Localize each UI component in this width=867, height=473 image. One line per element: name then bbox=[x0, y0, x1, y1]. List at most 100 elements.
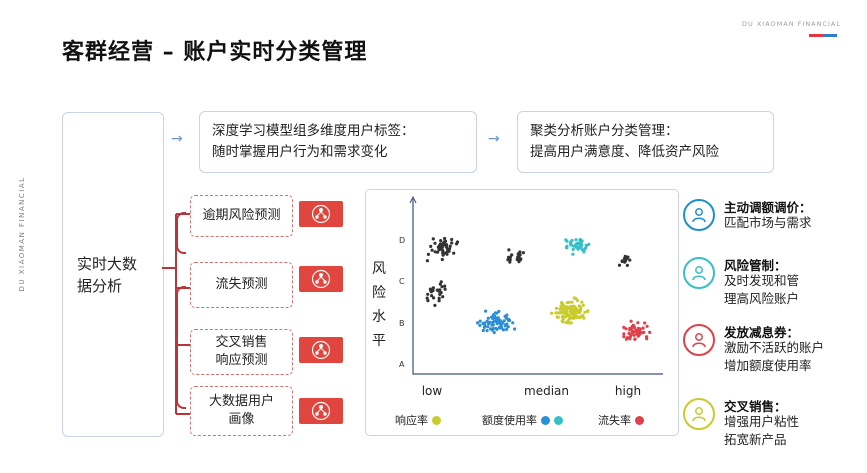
task-overdue-risk: 逾期风险预测 bbox=[190, 195, 293, 237]
action-title: 交叉销售： bbox=[724, 399, 787, 414]
scatter-point bbox=[556, 311, 560, 315]
legend-label: 额度使用率 bbox=[482, 414, 537, 427]
scatter-point bbox=[497, 326, 501, 330]
chart-axes bbox=[412, 199, 663, 375]
scatter-point bbox=[491, 317, 495, 321]
scatter-point bbox=[486, 316, 490, 320]
scatter-point bbox=[497, 309, 501, 313]
scatter-point bbox=[582, 248, 586, 252]
scatter-point bbox=[433, 241, 437, 245]
scatter-point bbox=[561, 314, 565, 318]
scatter-point bbox=[572, 316, 576, 321]
scatter-point bbox=[560, 300, 564, 305]
scatter-point bbox=[565, 244, 569, 248]
task-cross-sell: 交叉销售 响应预测 bbox=[190, 329, 293, 375]
scatter-point bbox=[556, 315, 560, 319]
scatter-point bbox=[438, 282, 442, 286]
scatter-point bbox=[624, 256, 628, 260]
scatter-point bbox=[620, 259, 624, 264]
scatter-point bbox=[431, 286, 435, 290]
coupon-user-icon bbox=[683, 324, 715, 356]
scatter-point bbox=[575, 308, 579, 312]
adjust-user-icon bbox=[683, 199, 715, 231]
scatter-point bbox=[624, 337, 628, 341]
y-tick-label: A bbox=[399, 359, 405, 369]
realtime-analysis-label: 实时大数据分析 bbox=[77, 254, 138, 295]
scatter-point bbox=[431, 237, 435, 241]
action-description: 激励不活跃的账户 增加额度使用率 bbox=[724, 339, 824, 375]
scatter-point bbox=[570, 300, 574, 304]
cluster-network-icon bbox=[299, 266, 343, 292]
scatter-point bbox=[482, 325, 486, 329]
task-user-profile: 大数据用户 画像 bbox=[190, 386, 293, 436]
scatter-point bbox=[426, 299, 430, 303]
scatter-point bbox=[587, 242, 591, 246]
clustering-line2: 提高用户满意度、降低资产风险 bbox=[530, 144, 719, 160]
scatter-point bbox=[486, 325, 490, 329]
scatter-point bbox=[617, 263, 622, 267]
scatter-point bbox=[573, 313, 577, 317]
scatter-point bbox=[641, 326, 645, 330]
scatter-point bbox=[505, 313, 509, 317]
scatter-point bbox=[631, 331, 635, 335]
scatter-point bbox=[565, 301, 569, 305]
action-description-line: 拓宽新产品 bbox=[724, 432, 787, 447]
action-title: 发放减息券： bbox=[724, 325, 800, 340]
y-tick-label: C bbox=[399, 277, 405, 287]
legend-label: 响应率 bbox=[395, 414, 428, 427]
action-description: 匹配市场与需求 bbox=[724, 214, 812, 232]
scatter-point bbox=[571, 247, 575, 251]
scatter-point bbox=[569, 321, 573, 325]
scatter-point bbox=[628, 258, 632, 262]
scatter-point bbox=[636, 327, 640, 331]
scatter-point bbox=[433, 303, 437, 307]
scatter-point bbox=[558, 311, 562, 315]
scatter-point bbox=[579, 307, 583, 311]
scatter-point bbox=[622, 332, 626, 336]
clustering-box: 聚类分析账户分类管理： 提高用户满意度、降低资产风险 bbox=[517, 111, 774, 173]
cluster-network-icon bbox=[299, 398, 343, 424]
action-description-line: 及时发现和管 bbox=[724, 273, 800, 288]
scatter-point bbox=[492, 330, 496, 335]
scatter-point bbox=[578, 238, 582, 242]
scatter-point bbox=[645, 324, 649, 328]
scatter-point bbox=[518, 253, 522, 257]
action-description-line: 匹配市场与需求 bbox=[724, 215, 812, 230]
legend-item: 响应率 bbox=[395, 412, 441, 428]
clustering-line1: 聚类分析账户分类管理： bbox=[530, 123, 679, 139]
scatter-point bbox=[450, 237, 454, 242]
scatter-point bbox=[485, 329, 489, 333]
scatter-point bbox=[574, 297, 578, 301]
y-axis-label-char: 平 bbox=[372, 333, 386, 349]
scatter-point bbox=[505, 327, 509, 331]
scatter-chart-panel bbox=[365, 189, 679, 436]
scatter-point bbox=[627, 331, 631, 335]
scatter-point bbox=[426, 292, 430, 296]
y-axis-label-char: 水 bbox=[372, 309, 386, 325]
x-tick-label: median bbox=[524, 384, 569, 398]
x-tick-label: low bbox=[421, 384, 443, 398]
scatter-point bbox=[561, 306, 565, 310]
scatter-point bbox=[452, 251, 456, 255]
scatter-point bbox=[435, 250, 440, 254]
action-title: 风险管制： bbox=[724, 258, 787, 273]
scatter-point bbox=[568, 315, 572, 319]
scatter-point bbox=[623, 259, 627, 263]
scatter-point bbox=[581, 313, 585, 318]
scatter-point bbox=[564, 321, 568, 325]
scatter-point bbox=[569, 308, 573, 312]
scatter-point bbox=[484, 309, 488, 313]
realtime-analysis-box: 实时大数据分析 bbox=[62, 112, 164, 437]
legend-label: 流失率 bbox=[598, 414, 631, 427]
scatter-point bbox=[633, 337, 637, 341]
scatter-point bbox=[491, 323, 495, 327]
scatter-point bbox=[628, 328, 632, 332]
scatter-point bbox=[563, 315, 568, 319]
scatter-point bbox=[648, 330, 652, 334]
scatter-point bbox=[575, 245, 580, 249]
scatter-point bbox=[437, 299, 441, 303]
y-tick-label: D bbox=[399, 236, 406, 245]
scatter-plot bbox=[409, 195, 663, 375]
scatter-point bbox=[481, 321, 485, 326]
task-connector bbox=[162, 213, 190, 415]
